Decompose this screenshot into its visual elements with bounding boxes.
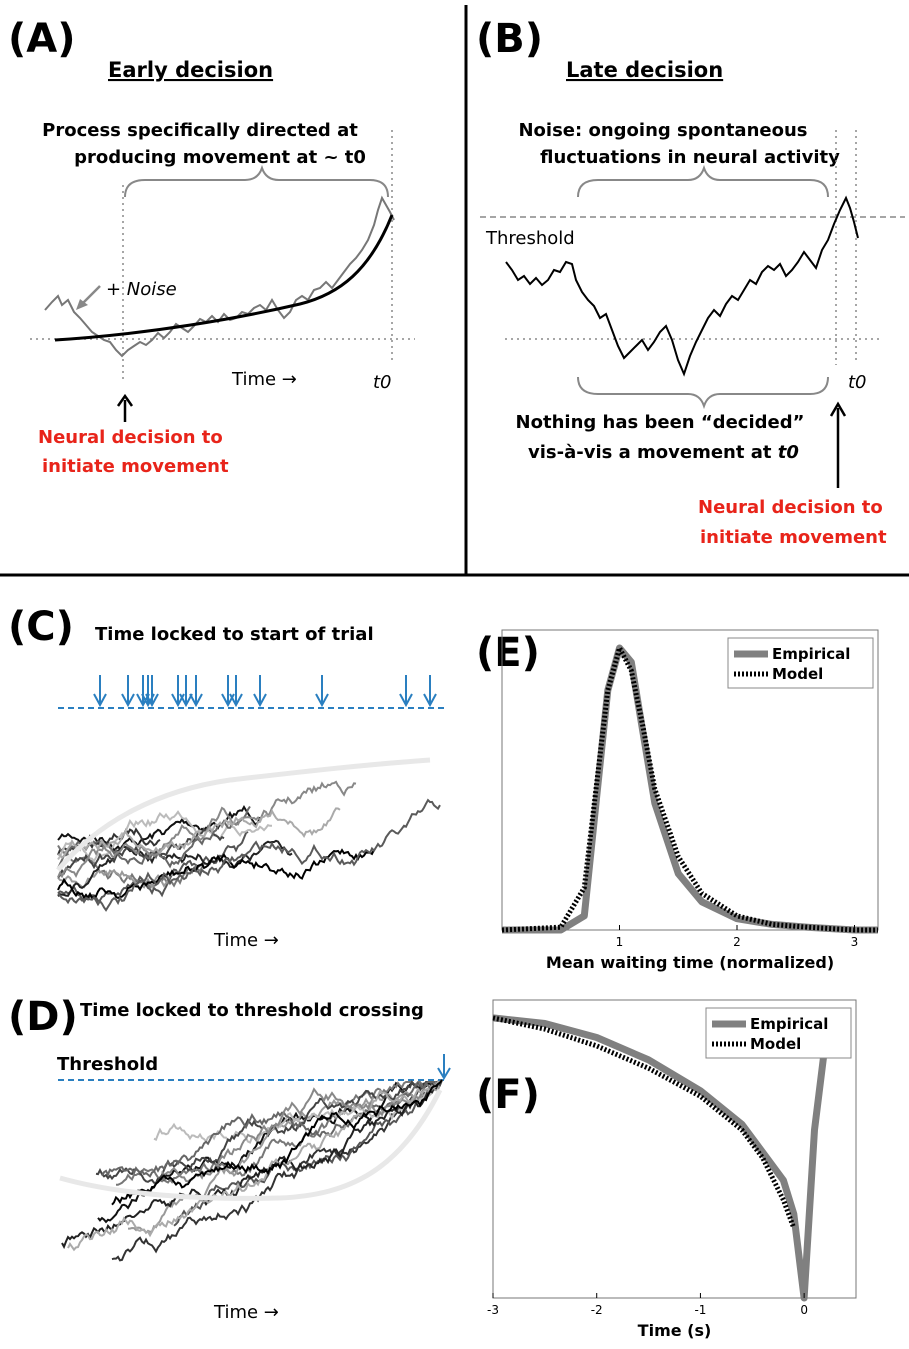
panel-d-trace [61, 1079, 443, 1250]
panel-a-brace [124, 164, 389, 198]
panel-a-noise-trace [44, 195, 395, 358]
panel-e-plot-frame [501, 629, 879, 931]
panel-f-plot-frame [492, 999, 857, 1299]
panel-b-t0-label: t0 [848, 372, 867, 393]
panel-d-title: Time locked to threshold crossing [80, 1000, 424, 1021]
panel-e-chart: 1 2 3 Mean waiting time (normalized) Empiric… [501, 629, 879, 972]
panel-c-traces [57, 780, 441, 912]
panel-a: (A) Early decision Process specifically … [8, 16, 415, 477]
panel-c-arrowhead [189, 693, 203, 708]
panel-b-top-brace [577, 164, 829, 198]
panel-e-legend-label: Empirical [772, 645, 850, 663]
panel-e-legend-label: Model [772, 665, 823, 683]
panel-f-xtick-label: -2 [591, 1303, 603, 1317]
panel-d-threshold-label: Threshold [57, 1054, 158, 1075]
panel-e-xtick-label: 1 [616, 935, 624, 949]
panel-c-letter: (C) [8, 604, 74, 650]
panel-c-arrowhead [315, 693, 329, 708]
panel-d-trace [115, 1079, 443, 1186]
panel-e-model-line [501, 641, 878, 933]
panel-c-trace [57, 848, 375, 900]
panel-b-nothing-line2: vis-à-vis a movement at t0 [528, 442, 799, 463]
panel-f-legend-label: Empirical [750, 1015, 828, 1033]
panel-c-crossing-arrows [93, 675, 437, 708]
panel-c-arrowhead [145, 693, 159, 708]
panel-e-xtick-label: 2 [733, 935, 741, 949]
panel-d-traces [61, 1079, 443, 1262]
panel-e: (E) 1 2 3 Mean waiting time (normalized) Emp… [476, 629, 879, 972]
panel-d-mean-curve [59, 1088, 443, 1201]
panel-c-mean-curve [56, 757, 431, 872]
panel-a-time-label: Time → [231, 369, 297, 390]
panel-f-empirical-line [492, 1014, 839, 1302]
panel-c: (C) Time locked to start of trial Time → [8, 604, 446, 951]
panel-d-letter: (D) [8, 994, 78, 1040]
panel-b-letter: (B) [476, 16, 543, 62]
panel-c-trace [57, 807, 341, 860]
panel-b-desc-line2: fluctuations in neural activity [540, 147, 840, 168]
panel-f-xtick-label: -3 [487, 1303, 499, 1317]
panel-e-xtick-label: 3 [851, 935, 859, 949]
panel-d-trace [161, 1079, 443, 1183]
panel-a-red-line2: initiate movement [42, 456, 229, 477]
panel-c-title: Time locked to start of trial [95, 624, 374, 645]
panel-c-trace [57, 824, 225, 879]
panel-d-time-label: Time → [213, 1302, 279, 1323]
panel-a-trend-curve [54, 214, 394, 342]
panel-f-xtick-label: -1 [694, 1303, 706, 1317]
panel-c-trace [57, 810, 272, 863]
panel-c-arrowhead [179, 693, 193, 708]
panel-a-noise-arrow [81, 285, 101, 305]
panel-d-trace [128, 1079, 443, 1235]
panel-c-trace [57, 798, 441, 912]
panel-f-letter: (F) [476, 1072, 540, 1118]
panel-e-empirical-line [502, 644, 878, 934]
panel-b-noise-trace [505, 195, 859, 377]
panel-c-arrowhead [253, 693, 267, 708]
panel-c-trace [57, 780, 357, 879]
panel-a-noise-label: + Noise [106, 279, 177, 300]
panel-d-trace [67, 1079, 443, 1252]
panel-c-trace [57, 839, 293, 897]
panel-b: (B) Late decision Noise: ongoing spontan… [476, 16, 905, 548]
panel-b-heading: Late decision [566, 58, 723, 82]
panel-f-chart: -3 -2 -1 0 Time (s) Empirical Model [487, 999, 857, 1340]
panel-d-trace [111, 1079, 443, 1206]
panel-b-desc-line1: Noise: ongoing spontaneous [518, 120, 807, 141]
panel-a-t0-label: t0 [373, 372, 392, 393]
panel-a-noise-arrowhead [76, 299, 88, 310]
panel-a-desc-line2: producing movement at ~ t0 [74, 147, 366, 168]
panel-d: (D) Time locked to threshold crossing Th… [8, 994, 451, 1323]
panel-b-threshold-label: Threshold [485, 228, 575, 249]
panel-e-letter: (E) [476, 630, 540, 676]
panel-c-arrowhead [423, 693, 437, 708]
panel-a-letter: (A) [8, 16, 76, 62]
panel-f: (F) -3 -2 -1 0 Time (s) Empirical Model [476, 999, 857, 1340]
panel-f-xtick-label: 0 [800, 1303, 808, 1317]
panel-d-trace [153, 1079, 443, 1144]
panel-e-legend-box [727, 637, 874, 689]
panel-b-red-line2: initiate movement [700, 527, 887, 548]
panel-c-arrowhead [93, 693, 107, 708]
panel-e-xlabel: Mean waiting time (normalized) [546, 953, 834, 972]
panel-c-time-label: Time → [213, 930, 279, 951]
panel-d-crossing-arrow [437, 1054, 451, 1080]
panel-f-legend-box [705, 1007, 852, 1059]
panel-a-red-line1: Neural decision to [38, 427, 223, 448]
panel-c-arrowhead [121, 693, 135, 708]
panel-a-desc-line1: Process specifically directed at [42, 120, 358, 141]
panel-b-nothing-line1: Nothing has been “decided” [516, 412, 805, 433]
panel-b-red-line1: Neural decision to [698, 497, 883, 518]
panel-c-arrowhead [399, 693, 413, 708]
panel-d-trace [111, 1079, 443, 1262]
panel-f-legend-label: Model [750, 1035, 801, 1053]
panel-a-heading: Early decision [108, 58, 273, 82]
panel-b-bottom-brace [577, 376, 829, 410]
panel-f-xlabel: Time (s) [638, 1321, 712, 1340]
panel-c-arrowhead [229, 693, 243, 708]
